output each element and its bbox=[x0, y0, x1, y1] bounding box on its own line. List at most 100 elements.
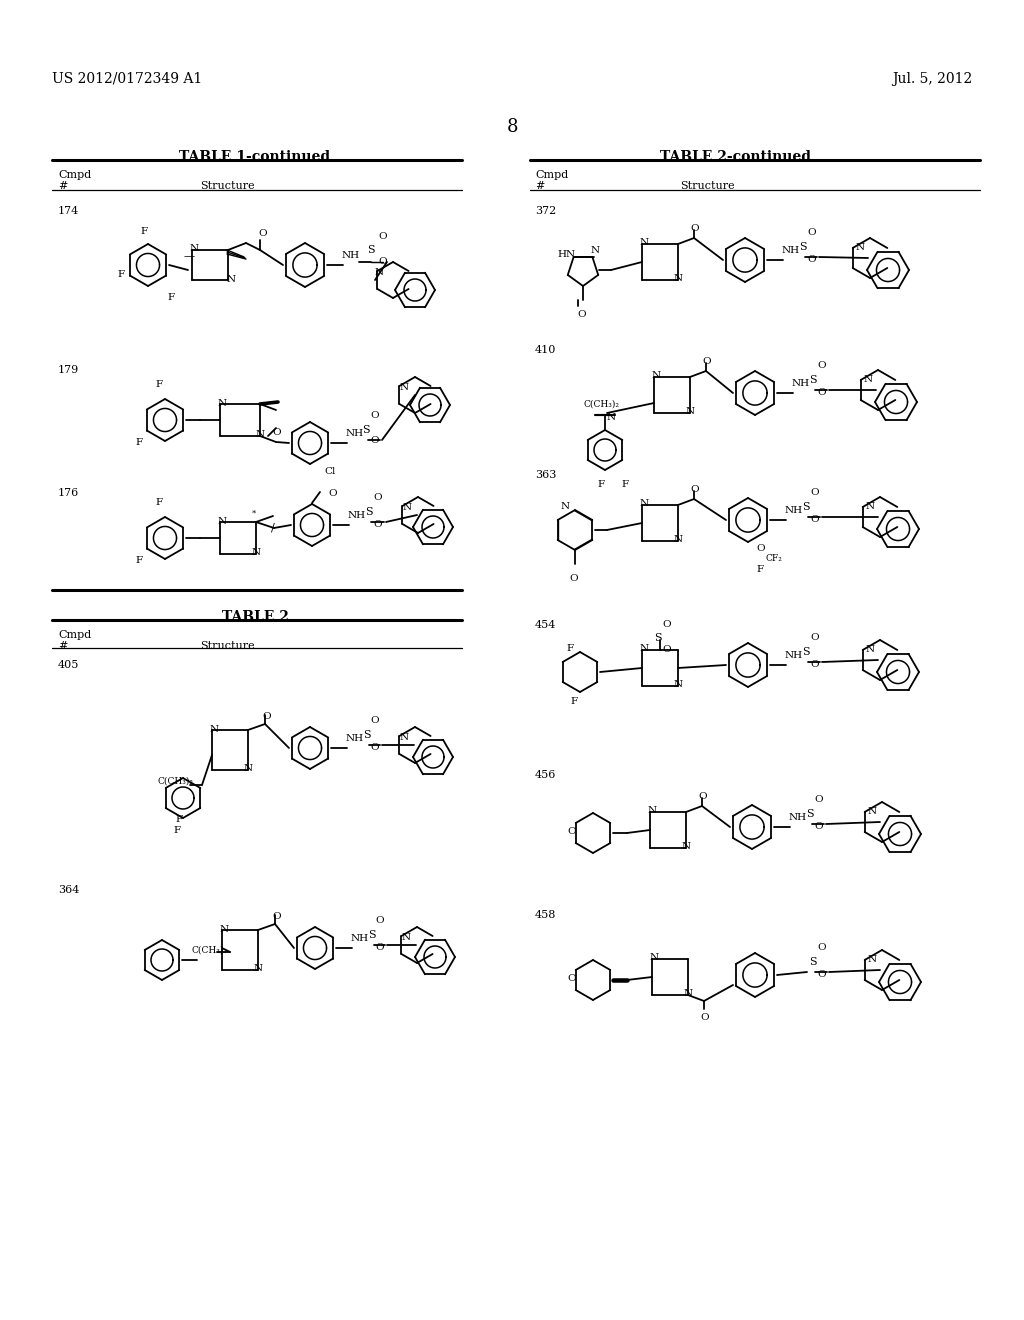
Text: F: F bbox=[756, 565, 763, 574]
Text: O: O bbox=[378, 232, 387, 242]
Text: N: N bbox=[375, 268, 384, 277]
Text: F: F bbox=[155, 380, 162, 389]
Text: S: S bbox=[806, 809, 814, 818]
Text: O: O bbox=[807, 228, 816, 238]
Text: NH: NH bbox=[790, 813, 807, 822]
Text: S: S bbox=[368, 931, 376, 940]
Text: O: O bbox=[690, 224, 698, 234]
Text: S: S bbox=[362, 730, 371, 741]
Text: Structure: Structure bbox=[200, 181, 255, 191]
Text: 174: 174 bbox=[58, 206, 79, 216]
Text: O: O bbox=[370, 436, 379, 445]
Text: N: N bbox=[640, 499, 649, 508]
Text: O: O bbox=[756, 544, 765, 553]
Text: /: / bbox=[271, 521, 274, 532]
Text: O: O bbox=[262, 711, 270, 721]
Text: #: # bbox=[58, 181, 68, 191]
Text: O: O bbox=[810, 634, 818, 642]
Text: Structure: Structure bbox=[680, 181, 734, 191]
Text: O: O bbox=[375, 942, 384, 952]
Text: N: N bbox=[227, 275, 237, 284]
Text: NH: NH bbox=[785, 506, 803, 515]
Text: N: N bbox=[256, 430, 265, 440]
Text: F: F bbox=[570, 697, 578, 706]
Text: N: N bbox=[684, 989, 693, 998]
Text: N: N bbox=[254, 964, 263, 973]
Text: NH: NH bbox=[348, 511, 367, 520]
Text: N: N bbox=[674, 535, 683, 544]
Text: N: N bbox=[686, 407, 695, 416]
Text: NH: NH bbox=[346, 429, 365, 438]
Text: N: N bbox=[210, 725, 219, 734]
Text: *: * bbox=[252, 510, 256, 517]
Text: 364: 364 bbox=[58, 884, 80, 895]
Text: O: O bbox=[817, 970, 825, 979]
Text: NH: NH bbox=[346, 734, 365, 743]
Text: 176: 176 bbox=[58, 488, 79, 498]
Text: O: O bbox=[662, 645, 671, 653]
Text: TABLE 2: TABLE 2 bbox=[221, 610, 289, 624]
Text: US 2012/0172349 A1: US 2012/0172349 A1 bbox=[52, 73, 203, 86]
Text: NH: NH bbox=[342, 251, 360, 260]
Text: O: O bbox=[700, 1012, 709, 1022]
Text: S: S bbox=[809, 957, 816, 968]
Text: N: N bbox=[674, 275, 683, 282]
Text: N: N bbox=[400, 383, 410, 392]
Text: O: O bbox=[817, 360, 825, 370]
Text: S: S bbox=[799, 242, 807, 252]
Text: F: F bbox=[117, 271, 124, 279]
Text: C(CH₃)₂: C(CH₃)₂ bbox=[193, 946, 228, 954]
Text: TABLE 1-continued: TABLE 1-continued bbox=[179, 150, 331, 164]
Text: N: N bbox=[400, 733, 410, 742]
Text: O: O bbox=[370, 743, 379, 752]
Text: S: S bbox=[367, 246, 375, 255]
Text: O: O bbox=[702, 356, 711, 366]
Text: F: F bbox=[175, 814, 182, 824]
Text: O: O bbox=[370, 411, 379, 420]
Text: TABLE 2-continued: TABLE 2-continued bbox=[659, 150, 811, 164]
Text: F: F bbox=[566, 644, 573, 653]
Text: O: O bbox=[662, 620, 671, 630]
Text: N: N bbox=[856, 243, 865, 252]
Text: 8: 8 bbox=[506, 117, 518, 136]
Text: NH: NH bbox=[792, 379, 810, 388]
Text: O: O bbox=[817, 942, 825, 952]
Text: O: O bbox=[567, 828, 575, 836]
Text: HN: HN bbox=[557, 249, 575, 259]
Text: —: — bbox=[184, 251, 196, 261]
Text: N: N bbox=[866, 645, 876, 653]
Text: Structure: Structure bbox=[200, 642, 255, 651]
Text: C(CH₃)₂: C(CH₃)₂ bbox=[583, 400, 618, 409]
Text: N: N bbox=[648, 807, 657, 814]
Text: NH: NH bbox=[782, 246, 800, 255]
Text: F: F bbox=[167, 293, 174, 302]
Text: N: N bbox=[252, 548, 261, 557]
Text: N: N bbox=[864, 375, 873, 384]
Text: Cmpd: Cmpd bbox=[535, 170, 568, 180]
Text: S: S bbox=[802, 647, 810, 657]
Text: O: O bbox=[258, 228, 266, 238]
Text: C(CH₃)₂: C(CH₃)₂ bbox=[158, 777, 194, 785]
Text: O: O bbox=[569, 574, 578, 583]
Text: N: N bbox=[220, 925, 229, 935]
Text: F: F bbox=[597, 480, 604, 488]
Text: F: F bbox=[140, 227, 147, 236]
Text: O: O bbox=[814, 822, 822, 832]
Text: N: N bbox=[244, 764, 253, 774]
Text: S: S bbox=[362, 425, 370, 436]
Text: N: N bbox=[403, 503, 412, 512]
Text: 456: 456 bbox=[535, 770, 556, 780]
Text: #: # bbox=[535, 181, 545, 191]
Text: N: N bbox=[868, 954, 878, 964]
Text: CF₂: CF₂ bbox=[766, 554, 783, 564]
Text: O: O bbox=[577, 310, 586, 319]
Text: O: O bbox=[373, 520, 382, 529]
Text: 410: 410 bbox=[535, 345, 556, 355]
Text: Cmpd: Cmpd bbox=[58, 630, 91, 640]
Text: F: F bbox=[173, 826, 180, 836]
Text: N: N bbox=[402, 933, 411, 942]
Text: 458: 458 bbox=[535, 909, 556, 920]
Text: O: O bbox=[810, 515, 818, 524]
Text: O: O bbox=[814, 795, 822, 804]
Text: N: N bbox=[591, 246, 600, 255]
